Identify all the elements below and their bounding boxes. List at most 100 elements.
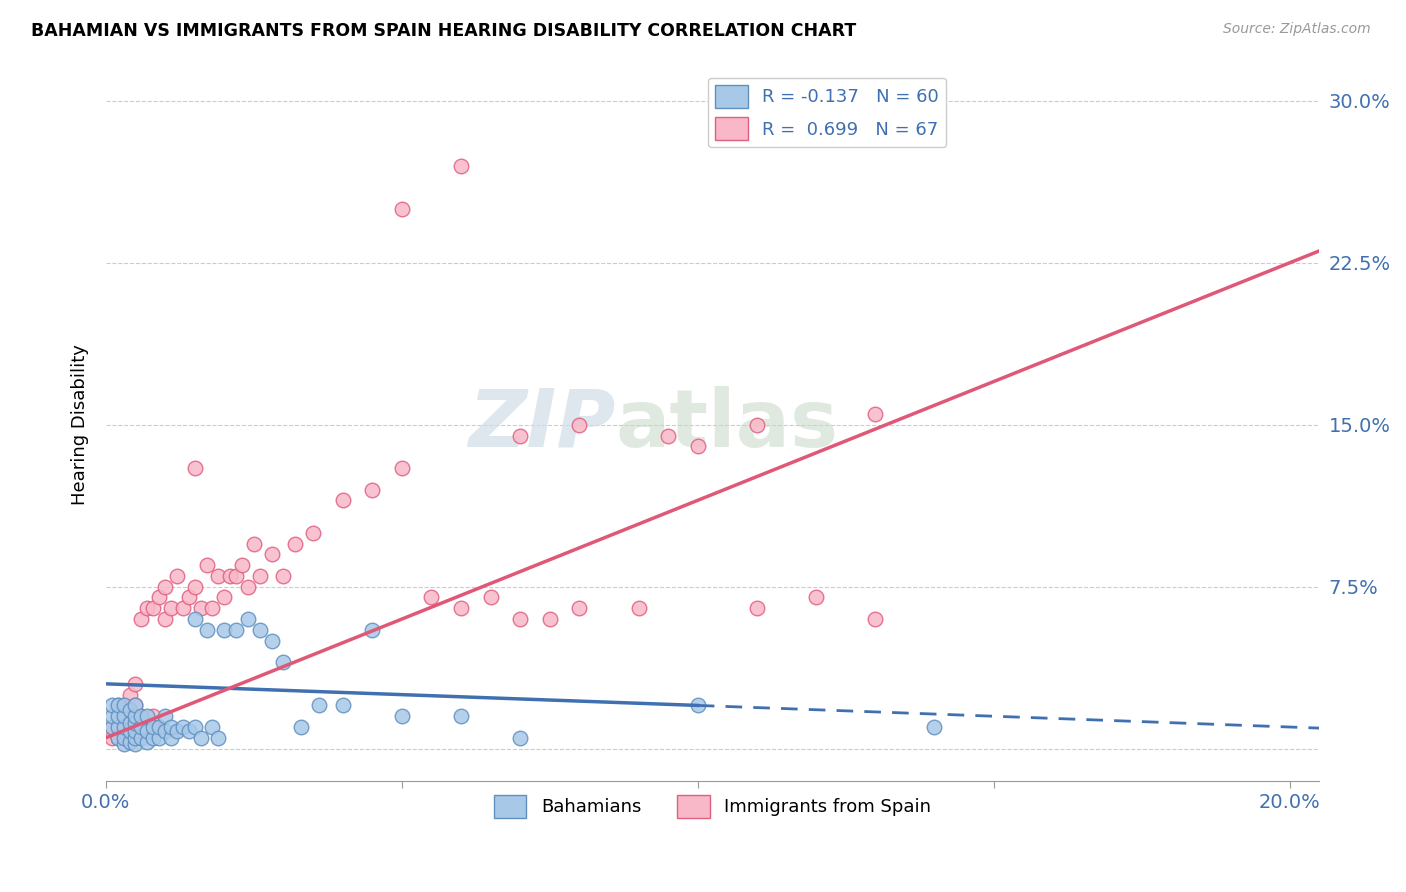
Point [450, 709, 472, 723]
Point [420, 591, 443, 605]
Point [249, 623, 271, 637]
Point [391, 202, 413, 216]
Point [107, 720, 129, 734]
Point [568, 417, 591, 432]
Point [148, 720, 170, 734]
Point [509, 731, 531, 745]
Point [273, 655, 295, 669]
Point [112, 731, 135, 745]
Point [260, 547, 283, 561]
Point [160, 601, 183, 615]
Point [273, 569, 295, 583]
Point [686, 698, 709, 713]
Point [118, 709, 141, 723]
Point [124, 731, 146, 745]
Point [450, 601, 472, 615]
Point [124, 731, 146, 745]
Point [236, 580, 259, 594]
Point [112, 709, 135, 723]
Point [124, 724, 146, 739]
Point [207, 569, 229, 583]
Point [118, 731, 141, 745]
Point [183, 461, 205, 475]
Point [136, 724, 159, 739]
Point [136, 601, 159, 615]
Point [201, 720, 224, 734]
Point [101, 720, 124, 734]
Point [804, 591, 827, 605]
Point [112, 720, 135, 734]
Point [207, 731, 229, 745]
Point [107, 720, 129, 734]
Point [131, 731, 153, 745]
Point [290, 720, 312, 734]
Point [107, 731, 129, 745]
Legend: Bahamians, Immigrants from Spain: Bahamians, Immigrants from Spain [486, 788, 938, 825]
Point [107, 731, 129, 745]
Point [124, 737, 146, 751]
Point [136, 720, 159, 734]
Point [190, 731, 212, 745]
Point [308, 698, 330, 713]
Point [142, 731, 165, 745]
Point [101, 731, 124, 745]
Point [142, 720, 165, 734]
Point [183, 612, 205, 626]
Point [118, 688, 141, 702]
Point [243, 536, 266, 550]
Point [148, 591, 170, 605]
Point [124, 715, 146, 730]
Point [627, 601, 650, 615]
Point [865, 612, 887, 626]
Point [172, 601, 194, 615]
Point [686, 439, 709, 453]
Point [107, 698, 129, 713]
Point [124, 698, 146, 713]
Point [361, 483, 384, 497]
Point [131, 709, 153, 723]
Point [509, 428, 531, 442]
Point [172, 720, 194, 734]
Point [160, 731, 183, 745]
Point [101, 720, 124, 734]
Point [166, 724, 188, 739]
Point [231, 558, 253, 573]
Point [142, 601, 165, 615]
Point [148, 731, 170, 745]
Point [112, 731, 135, 745]
Point [865, 407, 887, 421]
Point [745, 601, 768, 615]
Point [118, 715, 141, 730]
Point [249, 569, 271, 583]
Point [190, 601, 212, 615]
Point [112, 737, 135, 751]
Point [124, 698, 146, 713]
Point [195, 558, 218, 573]
Point [131, 709, 153, 723]
Point [361, 623, 384, 637]
Point [118, 735, 141, 749]
Text: atlas: atlas [616, 385, 838, 464]
Point [131, 720, 153, 734]
Point [118, 703, 141, 717]
Point [166, 569, 188, 583]
Point [332, 698, 354, 713]
Point [112, 698, 135, 713]
Point [538, 612, 561, 626]
Point [153, 724, 176, 739]
Point [332, 493, 354, 508]
Point [509, 612, 531, 626]
Point [148, 720, 170, 734]
Point [214, 591, 236, 605]
Point [201, 601, 224, 615]
Point [136, 709, 159, 723]
Point [745, 417, 768, 432]
Point [236, 612, 259, 626]
Point [479, 591, 502, 605]
Point [391, 709, 413, 723]
Text: BAHAMIAN VS IMMIGRANTS FROM SPAIN HEARING DISABILITY CORRELATION CHART: BAHAMIAN VS IMMIGRANTS FROM SPAIN HEARIN… [31, 22, 856, 40]
Point [302, 525, 325, 540]
Point [118, 724, 141, 739]
Point [183, 580, 205, 594]
Point [450, 159, 472, 173]
